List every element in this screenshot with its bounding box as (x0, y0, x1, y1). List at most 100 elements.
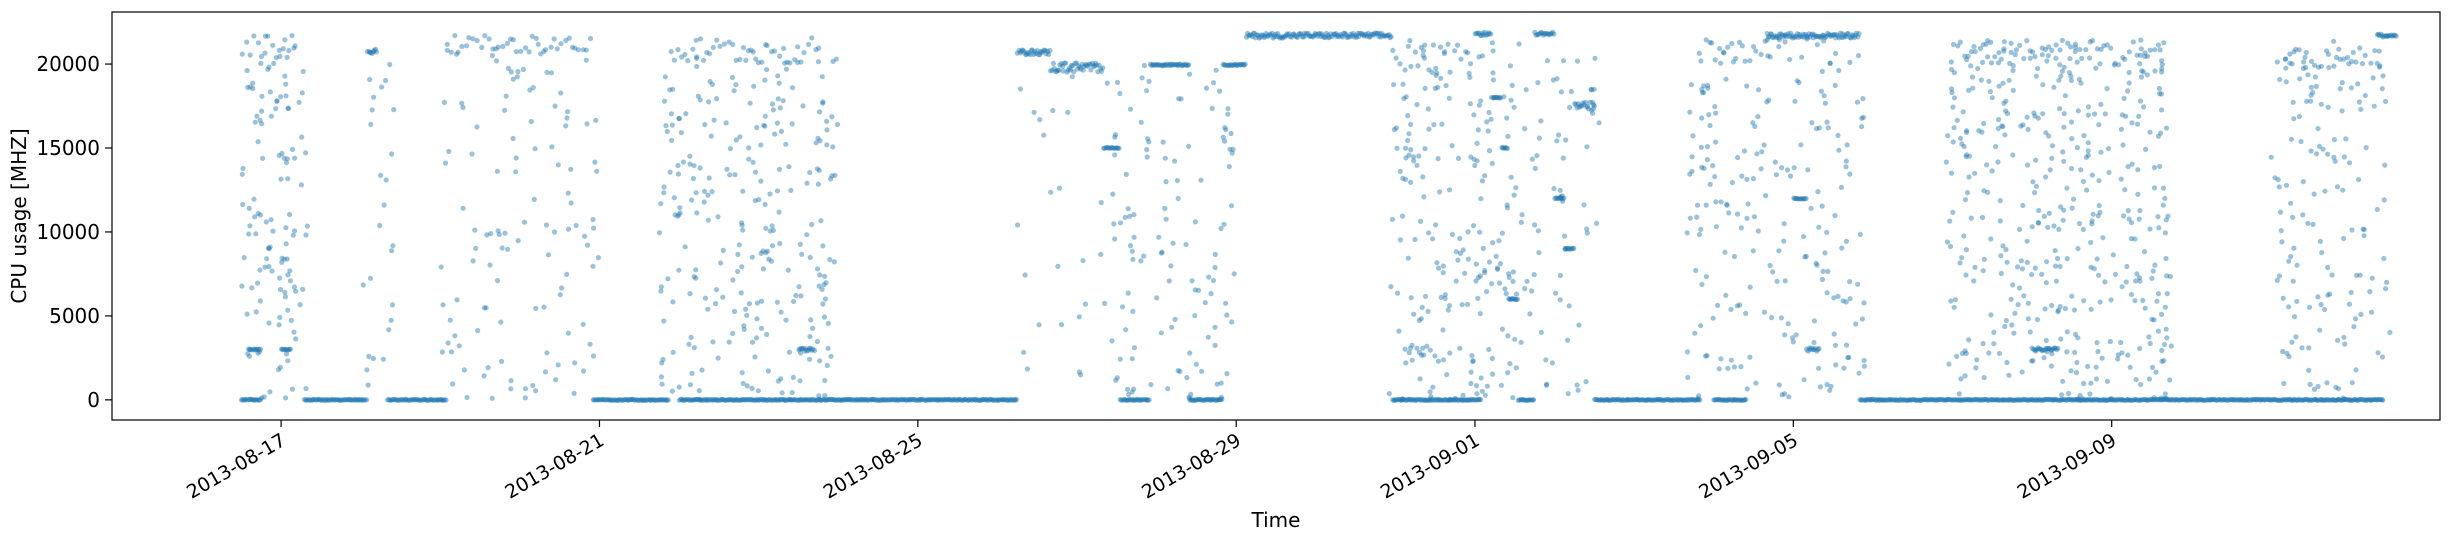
data-point (834, 121, 841, 128)
data-point (285, 347, 291, 353)
data-point (352, 397, 358, 403)
data-point (1962, 53, 1968, 59)
data-point (2283, 56, 2289, 62)
data-point (1504, 145, 1510, 151)
data-point (1325, 35, 1332, 41)
data-point (2123, 113, 2129, 119)
data-point (2154, 298, 2160, 304)
data-point (2126, 69, 2132, 76)
data-point (2112, 60, 2118, 66)
data-point (1171, 62, 1177, 68)
data-point (1093, 60, 1099, 66)
data-point (1669, 397, 1675, 403)
data-point (1432, 85, 1438, 91)
data-point (680, 397, 686, 403)
data-point (1596, 397, 1603, 403)
data-point (2216, 396, 2222, 403)
data-point (2039, 271, 2045, 277)
data-point (1435, 396, 1441, 402)
data-point (459, 100, 465, 106)
data-point (2301, 397, 2307, 403)
data-point (719, 397, 725, 403)
data-point (2075, 397, 2081, 403)
data-point (454, 297, 460, 303)
data-point (1405, 43, 1411, 49)
data-point (1802, 254, 1808, 260)
data-point (1524, 278, 1530, 284)
data-point (2274, 59, 2280, 65)
data-point (2133, 376, 2139, 383)
data-point (825, 320, 831, 326)
data-point (1591, 86, 1597, 92)
data-point (528, 118, 534, 125)
data-point (2313, 151, 2320, 157)
data-point (591, 397, 597, 403)
data-point (1424, 343, 1430, 349)
data-point (1996, 50, 2002, 56)
data-point (283, 395, 289, 401)
data-point (1566, 245, 1572, 251)
data-point (1340, 34, 1346, 40)
data-point (739, 222, 745, 228)
data-point (1674, 396, 1680, 403)
data-point (2055, 345, 2061, 351)
data-point (2108, 397, 2115, 403)
data-point (1078, 372, 1084, 378)
data-point (2049, 351, 2055, 357)
data-point (2373, 397, 2379, 403)
data-point (2129, 161, 2135, 167)
data-point (1186, 62, 1192, 68)
data-point (1962, 373, 1968, 379)
data-point (783, 66, 790, 72)
data-point (1825, 125, 1831, 131)
data-point (1076, 63, 1082, 69)
data-point (380, 356, 386, 362)
data-point (1945, 133, 1951, 139)
data-point (1945, 396, 1951, 403)
data-point (663, 123, 669, 129)
data-point (568, 200, 574, 206)
data-point (1781, 221, 1787, 227)
data-point (2073, 397, 2079, 403)
data-point (1048, 189, 1054, 195)
data-point (1446, 187, 1453, 193)
data-point (368, 49, 374, 56)
data-point (1143, 397, 1149, 403)
data-point (2208, 396, 2214, 402)
data-point (1469, 397, 1475, 403)
data-point (2126, 397, 2133, 403)
data-point (423, 397, 429, 403)
data-point (1584, 104, 1590, 110)
data-point (245, 397, 251, 403)
data-point (323, 397, 329, 403)
data-point (1961, 143, 1967, 150)
data-point (2245, 396, 2251, 403)
data-point (822, 377, 828, 384)
data-point (2116, 62, 2122, 68)
data-point (1894, 397, 1900, 403)
data-point (401, 397, 407, 403)
data-point (1050, 60, 1056, 66)
data-point (2104, 397, 2110, 403)
data-point (513, 169, 519, 175)
data-point (936, 397, 942, 403)
data-point (701, 397, 707, 403)
data-point (2294, 262, 2300, 268)
data-point (1790, 33, 1797, 39)
data-point (1348, 31, 1354, 37)
data-point (656, 397, 662, 403)
data-point (1995, 125, 2001, 132)
data-point (2096, 122, 2102, 128)
data-point (2030, 179, 2036, 185)
data-point (2139, 397, 2145, 403)
data-point (1098, 68, 1104, 74)
data-point (2068, 368, 2074, 374)
data-point (689, 397, 695, 403)
data-point (1841, 34, 1847, 40)
data-point (1430, 397, 1436, 403)
data-point (926, 397, 933, 403)
data-point (996, 397, 1002, 403)
data-point (1699, 164, 1705, 170)
data-point (1429, 396, 1435, 402)
